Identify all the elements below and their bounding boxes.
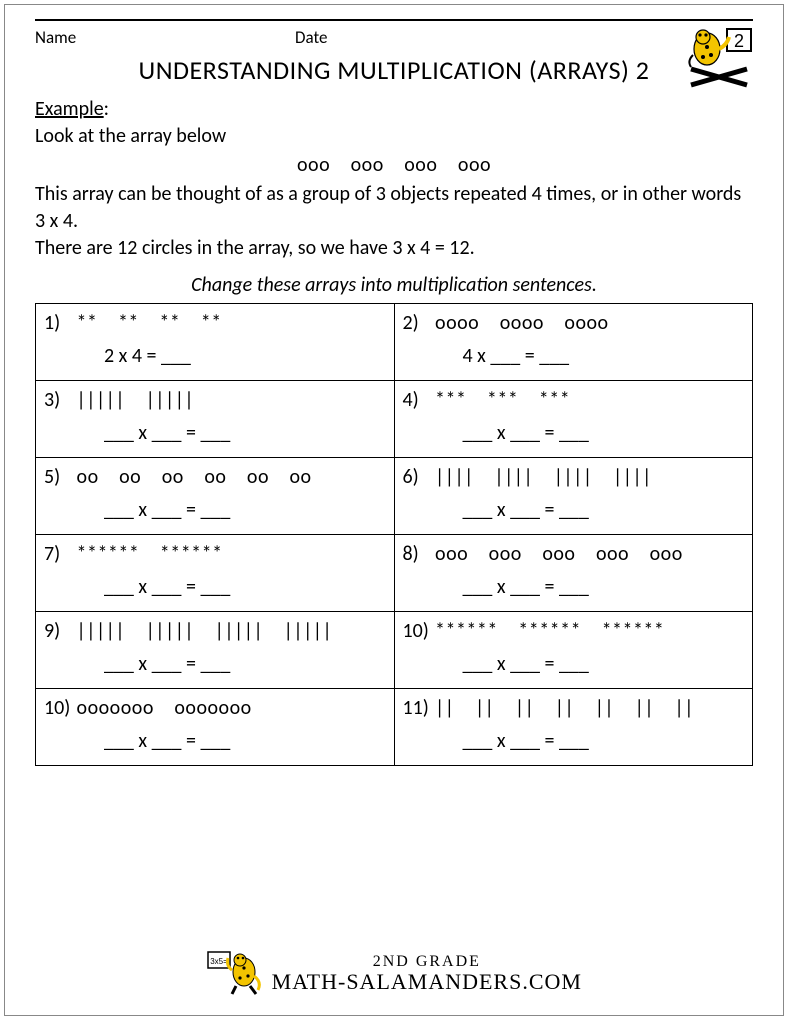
footer-brand: 2ND GRADE MATH-SALAMANDERS.COM — [272, 954, 582, 994]
problem-cell: 5) oo oo oo oo oo oo ___ x ___ = ___ — [36, 458, 395, 535]
problem-equation: ___ x ___ = ___ — [104, 728, 386, 755]
problem-number: 7) — [44, 541, 72, 568]
problem-cell: 10) ****** ****** ****** ___ x ___ = ___ — [394, 612, 753, 689]
problem-array: oooo oooo oooo — [435, 311, 609, 335]
grade-number: 2 — [734, 31, 744, 51]
problem-cell: 7) ****** ****** ___ x ___ = ___ — [36, 535, 395, 612]
problem-equation: 2 x 4 = ___ — [104, 343, 386, 370]
problem-number: 1) — [44, 310, 72, 337]
problem-array: ****** ****** ****** — [435, 619, 664, 643]
problem-equation: ___ x ___ = ___ — [463, 651, 745, 678]
problem-equation: ___ x ___ = ___ — [463, 497, 745, 524]
footer-site: MATH-SALAMANDERS.COM — [272, 969, 582, 994]
example-label: Example — [35, 97, 104, 121]
footer-salamander-icon: 3x5= — [206, 946, 262, 1001]
problem-array: ||||| ||||| — [77, 388, 195, 412]
worksheet-page: Name Date 2 UNDERSTANDING MULTIPLICATION… — [4, 4, 784, 1016]
problem-number: 5) — [44, 464, 72, 491]
problem-cell: 9) ||||| ||||| ||||| ||||| ___ x ___ = _… — [36, 612, 395, 689]
problem-array: |||| |||| |||| |||| — [435, 465, 652, 489]
corner-logo: 2 — [685, 27, 755, 89]
problems-table: 1) ** ** ** ** 2 x 4 = ___ 2) oooo oooo … — [35, 303, 753, 766]
problem-cell: 11) || || || || || || || ___ x ___ = ___ — [394, 689, 753, 766]
problem-number: 9) — [44, 618, 72, 645]
problem-number: 10) — [403, 618, 431, 645]
example-line1: This array can be thought of as a group … — [35, 181, 753, 235]
example-colon: : — [104, 97, 109, 121]
problem-cell: 10) ooooooo ooooooo ___ x ___ = ___ — [36, 689, 395, 766]
problem-array: oo oo oo oo oo oo — [77, 465, 312, 489]
footer-grade: 2ND GRADE — [272, 954, 582, 971]
footer: 3x5= 2ND GRADE MATH-SALAMANDERS.COM — [5, 946, 783, 1001]
problem-array: ****** ****** — [77, 542, 223, 566]
problem-cell: 1) ** ** ** ** 2 x 4 = ___ — [36, 304, 395, 381]
svg-text:3x5=: 3x5= — [210, 957, 228, 966]
example-intro: Look at the array below — [35, 123, 753, 150]
problem-cell: 4) *** *** *** ___ x ___ = ___ — [394, 381, 753, 458]
problem-equation: ___ x ___ = ___ — [104, 651, 386, 678]
example-array: ooo ooo ooo ooo — [35, 152, 753, 179]
problem-cell: 2) oooo oooo oooo 4 x ___ = ___ — [394, 304, 753, 381]
problem-number: 8) — [403, 541, 431, 568]
example-line2: There are 12 circles in the array, so we… — [35, 235, 753, 262]
problem-array: ||||| ||||| ||||| ||||| — [77, 619, 333, 643]
problem-cell: 6) |||| |||| |||| |||| ___ x ___ = ___ — [394, 458, 753, 535]
problem-array: ooo ooo ooo ooo ooo — [435, 542, 683, 566]
problem-equation: ___ x ___ = ___ — [104, 574, 386, 601]
problem-cell: 3) ||||| ||||| ___ x ___ = ___ — [36, 381, 395, 458]
problem-number: 2) — [403, 310, 431, 337]
problem-equation: 4 x ___ = ___ — [463, 343, 745, 370]
problem-number: 4) — [403, 387, 431, 414]
worksheet-title: UNDERSTANDING MULTIPLICATION (ARRAYS) 2 — [5, 54, 783, 86]
content-area: Example: Look at the array below ooo ooo… — [35, 96, 753, 766]
problem-number: 11) — [403, 695, 431, 722]
name-label: Name — [35, 27, 295, 48]
problem-array: ** ** ** ** — [77, 311, 222, 335]
problem-equation: ___ x ___ = ___ — [463, 420, 745, 447]
problem-array: *** *** *** — [435, 388, 570, 412]
problem-equation: ___ x ___ = ___ — [104, 420, 386, 447]
top-rule — [35, 19, 753, 21]
problem-equation: ___ x ___ = ___ — [463, 728, 745, 755]
problem-number: 3) — [44, 387, 72, 414]
problem-array: || || || || || || || — [435, 696, 694, 720]
problem-cell: 8) ooo ooo ooo ooo ooo ___ x ___ = ___ — [394, 535, 753, 612]
header-row: Name Date — [35, 27, 753, 48]
instruction-text: Change these arrays into multiplication … — [35, 272, 753, 299]
problem-number: 6) — [403, 464, 431, 491]
example-block: Example: Look at the array below ooo ooo… — [35, 96, 753, 262]
problem-equation: ___ x ___ = ___ — [463, 574, 745, 601]
problem-number: 10) — [44, 695, 72, 722]
date-label: Date — [295, 27, 327, 48]
problem-equation: ___ x ___ = ___ — [104, 497, 386, 524]
problem-array: ooooooo ooooooo — [77, 696, 252, 720]
